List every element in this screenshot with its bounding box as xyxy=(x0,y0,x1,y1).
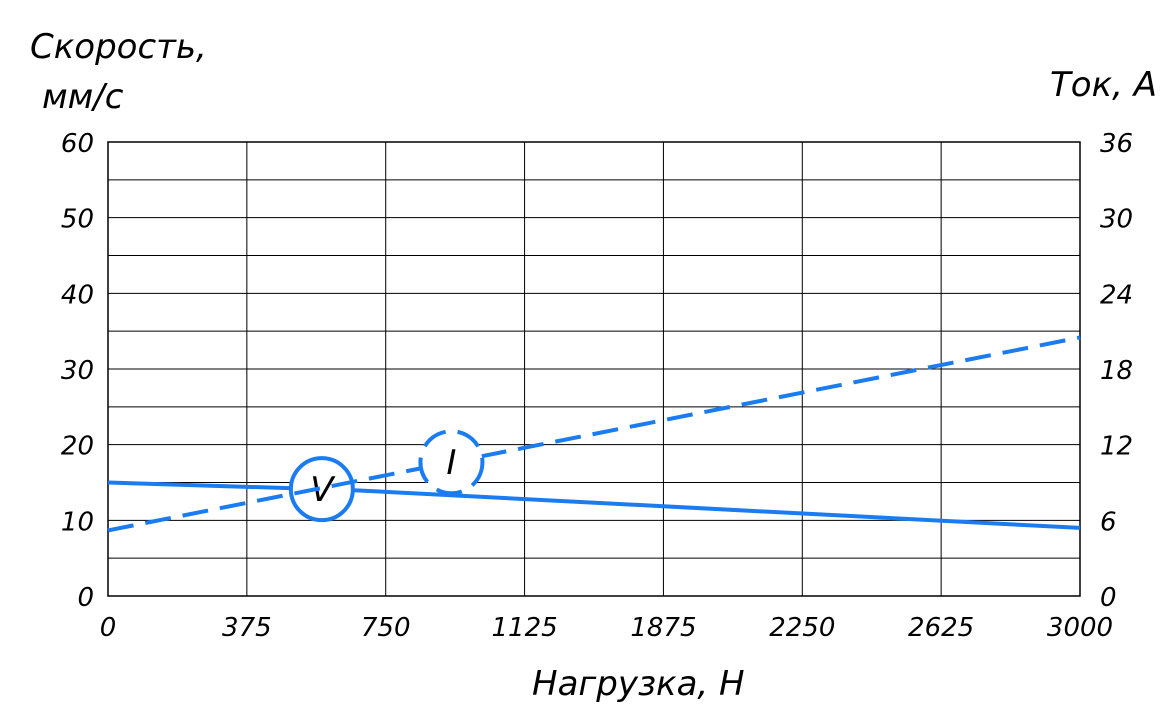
y-left-tick-label: 60 xyxy=(61,129,94,159)
y-right-tick-label: 6 xyxy=(1100,507,1117,537)
series-line-I xyxy=(107,335,1081,533)
y-right-tick-label: 0 xyxy=(1100,583,1117,613)
y-right-axis-title: Ток, А xyxy=(1050,65,1157,105)
y-left-tick-label: 50 xyxy=(61,205,94,235)
y-left-tick-label: 40 xyxy=(61,280,94,310)
series-marker-V xyxy=(288,456,355,523)
x-tick-label: 2250 xyxy=(769,613,835,643)
y-right-tick-label: 36 xyxy=(1100,129,1133,159)
y-left-axis-unit: мм/с xyxy=(42,77,124,117)
x-tick-label: 1125 xyxy=(491,613,557,643)
y-left-tick-label: 20 xyxy=(61,432,94,462)
series-marker-I xyxy=(418,429,485,496)
y-left-tick-label: 10 xyxy=(61,507,94,537)
x-tick-label: 1875 xyxy=(630,613,696,643)
y-right-tick-label: 24 xyxy=(1100,280,1133,310)
series-line-V xyxy=(107,480,1081,530)
x-tick-label: 750 xyxy=(361,613,411,643)
y-right-tick-label: 12 xyxy=(1100,432,1133,462)
tick-labels: 0 375 750 1125 1875 2250 2625 30000102030405060… xyxy=(61,129,1133,643)
y-left-tick-label: 30 xyxy=(61,356,94,386)
y-right-tick-label: 30 xyxy=(1100,205,1133,235)
x-tick-label: 375 xyxy=(222,613,272,643)
y-left-axis-title: Скорость, xyxy=(30,27,207,67)
x-tick-label: 2625 xyxy=(908,613,974,643)
series-label-I: I xyxy=(446,443,456,483)
y-left-tick-label: 0 xyxy=(77,583,94,613)
series-layer: VI xyxy=(107,335,1081,533)
x-tick-label: 0 xyxy=(100,613,117,643)
grid xyxy=(107,141,1081,597)
x-tick-label: 3000 xyxy=(1047,613,1113,643)
x-axis-title: Нагрузка, Н xyxy=(532,664,745,702)
y-right-tick-label: 18 xyxy=(1100,356,1133,386)
